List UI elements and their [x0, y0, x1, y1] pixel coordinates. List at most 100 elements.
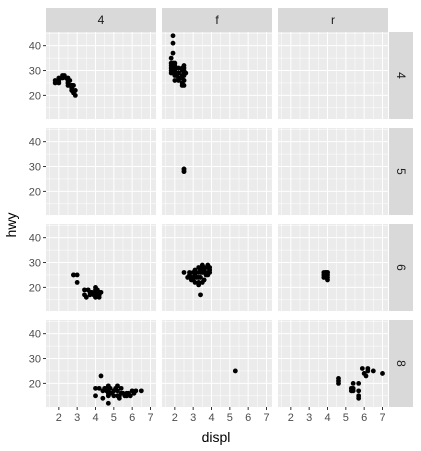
data-point [170, 40, 176, 46]
data-point [203, 272, 209, 278]
data-point [74, 280, 80, 285]
data-point [196, 282, 202, 288]
data-point [325, 277, 330, 283]
data-point [198, 270, 203, 275]
row-strip-label: 6 [394, 264, 408, 271]
y-tick-label: 20 [29, 378, 41, 390]
data-point [109, 390, 115, 396]
data-point [100, 395, 106, 401]
data-point [133, 388, 139, 394]
data-point [94, 287, 100, 293]
data-point [192, 267, 198, 273]
x-tick-label: 4 [208, 412, 214, 424]
data-point [96, 294, 102, 300]
data-point [91, 292, 97, 298]
data-point [74, 272, 80, 278]
x-tick-label: 6 [129, 412, 135, 424]
data-point [181, 169, 187, 174]
x-tick-label: 2 [56, 412, 62, 424]
x-tick-label: 5 [227, 412, 233, 424]
panel-5-f [162, 128, 272, 215]
data-point [102, 385, 108, 391]
y-tick-label: 30 [29, 354, 41, 366]
y-axis-label: hwy [3, 213, 19, 238]
data-point [168, 55, 174, 61]
data-point [350, 380, 356, 386]
data-point [194, 275, 200, 280]
x-tick-label: 6 [361, 412, 367, 424]
data-point [98, 373, 104, 379]
data-point [365, 368, 371, 374]
panel-background [278, 128, 388, 215]
data-point [170, 50, 176, 56]
row-strip-label: 4 [394, 72, 408, 79]
data-point [172, 78, 178, 83]
data-point [82, 287, 87, 293]
data-point [71, 83, 76, 88]
x-tick-label: 3 [190, 412, 196, 424]
data-point [187, 270, 192, 275]
data-point [93, 385, 98, 391]
x-tick-label: 7 [147, 412, 153, 424]
data-point [363, 373, 369, 379]
y-tick-label: 40 [29, 137, 41, 149]
y-tick-label: 20 [29, 282, 41, 294]
data-point [138, 388, 144, 394]
data-point [201, 267, 207, 273]
panel-4-4 [46, 32, 156, 119]
facet-strips: 4 f r 4 5 6 8 [46, 8, 413, 407]
data-point [85, 287, 91, 293]
y-tick-label: 30 [29, 258, 41, 270]
x-tick-label: 4 [92, 412, 98, 424]
facet-panels [46, 32, 388, 407]
panel-8-f [162, 320, 272, 407]
data-point [93, 393, 98, 399]
panel-background [162, 224, 272, 311]
data-point [323, 270, 329, 275]
y-tick-label: 20 [29, 186, 41, 198]
data-point [176, 65, 181, 71]
data-point [61, 73, 67, 78]
row-strip-label: 5 [394, 168, 408, 175]
panel-background [278, 224, 388, 311]
x-tick-label: 5 [111, 412, 117, 424]
data-point [71, 90, 76, 96]
row-strip-6 [389, 224, 413, 311]
data-point [118, 385, 124, 391]
row-strip-5 [389, 128, 413, 215]
data-point [207, 265, 213, 270]
data-point [120, 390, 126, 396]
panel-5-r [278, 128, 388, 215]
panel-background [278, 32, 388, 119]
data-point [96, 385, 102, 391]
x-tick-label: 2 [288, 412, 294, 424]
y-tick-label: 30 [29, 66, 41, 78]
col-strip-label: r [331, 13, 335, 27]
x-tick-label: 5 [343, 412, 349, 424]
data-point [172, 63, 178, 68]
data-point [359, 366, 365, 371]
data-point [107, 385, 113, 391]
col-strip-r [278, 8, 388, 32]
x-tick-label: 7 [379, 412, 385, 424]
x-tick-label: 2 [172, 412, 178, 424]
data-point [336, 378, 341, 384]
data-point [201, 277, 207, 283]
data-point [170, 33, 176, 39]
data-point [348, 385, 354, 391]
panel-background [162, 320, 272, 407]
data-point [207, 270, 213, 275]
row-strip-8 [389, 320, 413, 407]
data-point [83, 294, 89, 300]
data-point [177, 75, 183, 81]
data-point [56, 78, 62, 83]
data-point [115, 393, 120, 399]
data-point [183, 70, 189, 76]
x-tick-label: 3 [74, 412, 80, 424]
data-point [126, 390, 131, 396]
x-tick-label: 3 [306, 412, 312, 424]
data-point [198, 275, 203, 280]
panel-6-r [278, 224, 388, 311]
row-strip-4 [389, 32, 413, 119]
